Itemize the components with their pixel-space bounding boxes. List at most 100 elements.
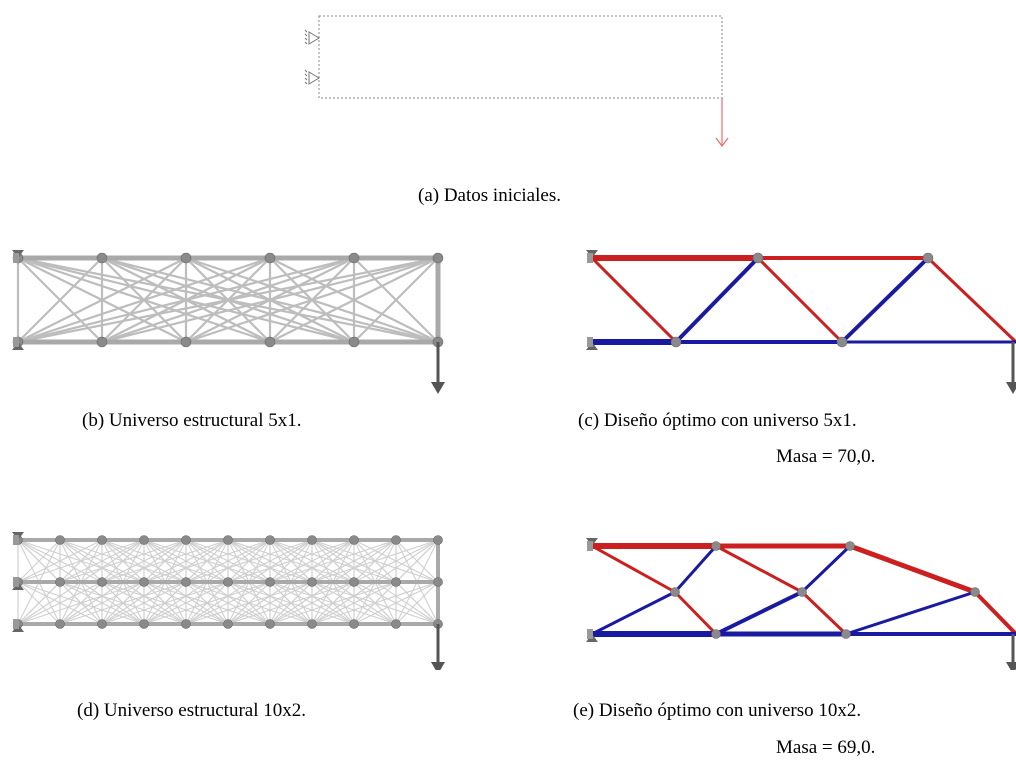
optimal-10x2-drawing [586, 538, 1016, 670]
node-ball-icon [264, 252, 276, 264]
pin-support-icon [586, 629, 598, 642]
node-ball-icon [97, 577, 107, 587]
universe-5x1-drawing [12, 250, 445, 394]
node-ball-icon [391, 619, 401, 629]
pin-support-icon [586, 250, 598, 263]
universe-bar [353, 539, 397, 583]
pin-support-icon [304, 69, 320, 85]
tension-bar [756, 256, 844, 344]
node-ball-icon [97, 619, 107, 629]
compression-bar [714, 590, 804, 636]
caption-c-mass: Masa = 70,0. [776, 446, 876, 467]
tension-bar [590, 256, 678, 344]
node-ball-icon [348, 252, 360, 264]
tension-bar [673, 590, 718, 636]
panel-universe-10x2 [0, 520, 470, 670]
design-domain [318, 15, 723, 99]
node-ball-icon [845, 541, 855, 551]
universe-bar [269, 539, 313, 583]
tension-bar [800, 590, 848, 636]
pin-support-icon [586, 538, 598, 551]
node-ball-icon [139, 619, 149, 629]
node-ball-icon [307, 619, 317, 629]
node-ball-icon [265, 535, 275, 545]
node-ball-icon [348, 336, 360, 348]
optimal-5x1-drawing [586, 250, 1016, 394]
pin-support-icon [586, 337, 598, 350]
pin-support-icon [12, 619, 24, 632]
node-ball-icon [265, 619, 275, 629]
universe-10x2-drawing [12, 532, 445, 670]
node-ball-icon [181, 619, 191, 629]
node-ball-icon [922, 252, 934, 264]
node-ball-icon [711, 629, 721, 639]
universe-bar [311, 539, 355, 583]
compression-bar [673, 544, 718, 594]
universe-bar [184, 256, 272, 344]
node-ball-icon [307, 577, 317, 587]
node-ball-icon [139, 577, 149, 587]
universe-bar [59, 539, 103, 583]
down-arrow-icon [431, 342, 445, 394]
universe-bar [227, 539, 271, 583]
node-ball-icon [670, 587, 680, 597]
pin-support-icon [12, 337, 24, 350]
universe-bar [17, 539, 61, 583]
universe-bar [395, 539, 439, 583]
compression-bar [840, 256, 930, 344]
universe-bar [185, 539, 229, 583]
tension-bar [714, 544, 804, 594]
node-ball-icon [55, 577, 65, 587]
caption-e: (e) Diseño óptimo con universo 10x2. [573, 700, 862, 721]
caption-c: (c) Diseño óptimo con universo 5x1. [578, 410, 857, 431]
node-ball-icon [349, 619, 359, 629]
universe-bar [16, 256, 104, 344]
compression-bar [674, 256, 760, 344]
universe-bar [100, 256, 188, 344]
panel-initial-data [295, 8, 735, 153]
caption-e-mass: Masa = 69,0. [776, 737, 876, 758]
node-ball-icon [181, 577, 191, 587]
pin-support-icon [12, 532, 24, 545]
panel-optimal-5x1 [570, 222, 1016, 397]
compression-bar [590, 590, 677, 636]
node-ball-icon [96, 252, 108, 264]
node-ball-icon [223, 619, 233, 629]
tension-bar [926, 256, 1016, 344]
panel-optimal-10x2 [570, 520, 1016, 670]
compression-bar [800, 544, 852, 594]
node-ball-icon [349, 535, 359, 545]
node-ball-icon [180, 336, 192, 348]
universe-bar [268, 256, 356, 344]
panel-universe-5x1 [0, 222, 470, 397]
node-ball-icon [670, 336, 682, 348]
pin-support-icon [304, 29, 320, 45]
node-ball-icon [264, 336, 276, 348]
down-arrow-icon [431, 624, 445, 670]
pin-support-icon [12, 250, 24, 263]
universe-bar [143, 539, 187, 583]
node-ball-icon [711, 541, 721, 551]
node-ball-icon [181, 535, 191, 545]
node-ball-icon [841, 629, 851, 639]
node-ball-icon [391, 577, 401, 587]
node-ball-icon [223, 535, 233, 545]
node-ball-icon [55, 619, 65, 629]
node-ball-icon [752, 252, 764, 264]
down-arrow-icon [1006, 634, 1016, 670]
node-ball-icon [391, 535, 401, 545]
caption-a: (a) Datos iniciales. [418, 185, 561, 206]
node-ball-icon [432, 252, 444, 264]
node-ball-icon [433, 535, 443, 545]
caption-b: (b) Universo estructural 5x1. [82, 410, 302, 431]
node-ball-icon [139, 535, 149, 545]
node-ball-icon [223, 577, 233, 587]
node-ball-icon [433, 577, 443, 587]
universe-bar [395, 581, 439, 625]
node-ball-icon [307, 535, 317, 545]
down-arrow-icon [1006, 342, 1016, 394]
node-ball-icon [55, 535, 65, 545]
compression-bar [844, 590, 977, 636]
node-ball-icon [349, 577, 359, 587]
pin-support-icon [12, 577, 24, 590]
